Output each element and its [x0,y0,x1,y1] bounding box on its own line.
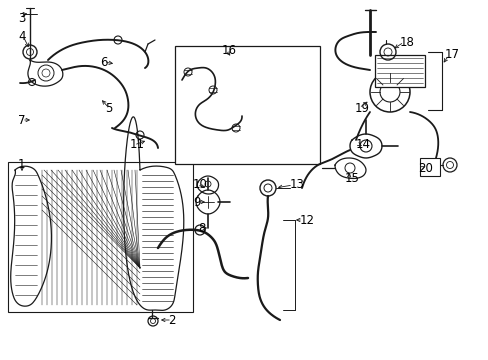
Text: 16: 16 [222,44,237,57]
Text: 11: 11 [130,139,145,152]
Text: 1: 1 [18,158,25,171]
Text: 20: 20 [417,162,432,175]
Text: 10: 10 [193,179,207,192]
Text: 5: 5 [105,102,112,114]
Text: 12: 12 [299,213,314,226]
Text: 13: 13 [289,179,304,192]
Bar [419,158,439,176]
Text: 2: 2 [168,314,175,327]
Text: 15: 15 [345,171,359,184]
Text: 6: 6 [100,55,107,68]
Bar [374,55,424,87]
Text: 19: 19 [354,102,369,114]
Bar [8,162,193,312]
Text: 18: 18 [399,36,414,49]
Text: 8: 8 [198,221,205,234]
Text: 7: 7 [18,113,25,126]
Text: 9: 9 [193,195,200,208]
Bar [175,46,319,164]
Text: 14: 14 [355,139,370,152]
Text: 3: 3 [18,12,25,24]
Text: 4: 4 [18,30,25,42]
Text: 17: 17 [444,49,459,62]
